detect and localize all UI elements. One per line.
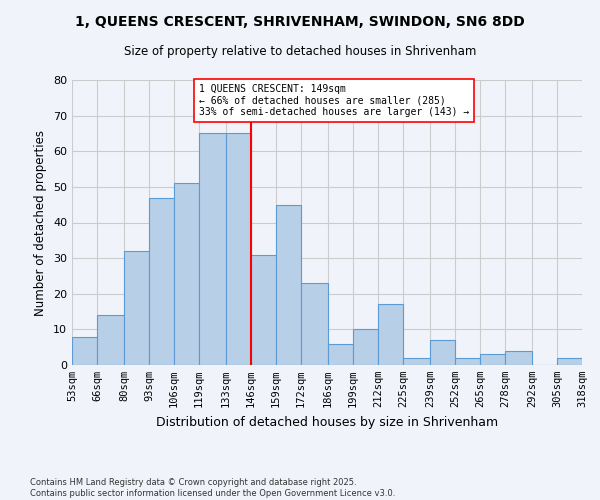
Bar bbox=[480, 354, 505, 365]
Bar bbox=[251, 254, 276, 365]
Bar bbox=[149, 198, 174, 365]
Text: Size of property relative to detached houses in Shrivenham: Size of property relative to detached ho… bbox=[124, 45, 476, 58]
Bar bbox=[226, 134, 251, 365]
Bar bbox=[353, 330, 378, 365]
Bar bbox=[557, 358, 582, 365]
Text: Contains HM Land Registry data © Crown copyright and database right 2025.
Contai: Contains HM Land Registry data © Crown c… bbox=[30, 478, 395, 498]
Bar bbox=[505, 351, 532, 365]
Bar bbox=[403, 358, 430, 365]
Bar bbox=[301, 283, 328, 365]
X-axis label: Distribution of detached houses by size in Shrivenham: Distribution of detached houses by size … bbox=[156, 416, 498, 428]
Text: 1, QUEENS CRESCENT, SHRIVENHAM, SWINDON, SN6 8DD: 1, QUEENS CRESCENT, SHRIVENHAM, SWINDON,… bbox=[75, 15, 525, 29]
Bar bbox=[378, 304, 403, 365]
Bar bbox=[72, 336, 97, 365]
Bar bbox=[455, 358, 480, 365]
Text: 1 QUEENS CRESCENT: 149sqm
← 66% of detached houses are smaller (285)
33% of semi: 1 QUEENS CRESCENT: 149sqm ← 66% of detac… bbox=[199, 84, 469, 117]
Bar bbox=[97, 315, 124, 365]
Bar bbox=[124, 251, 149, 365]
Y-axis label: Number of detached properties: Number of detached properties bbox=[34, 130, 47, 316]
Bar bbox=[328, 344, 353, 365]
Bar bbox=[276, 204, 301, 365]
Bar bbox=[174, 184, 199, 365]
Bar bbox=[199, 134, 226, 365]
Bar bbox=[430, 340, 455, 365]
